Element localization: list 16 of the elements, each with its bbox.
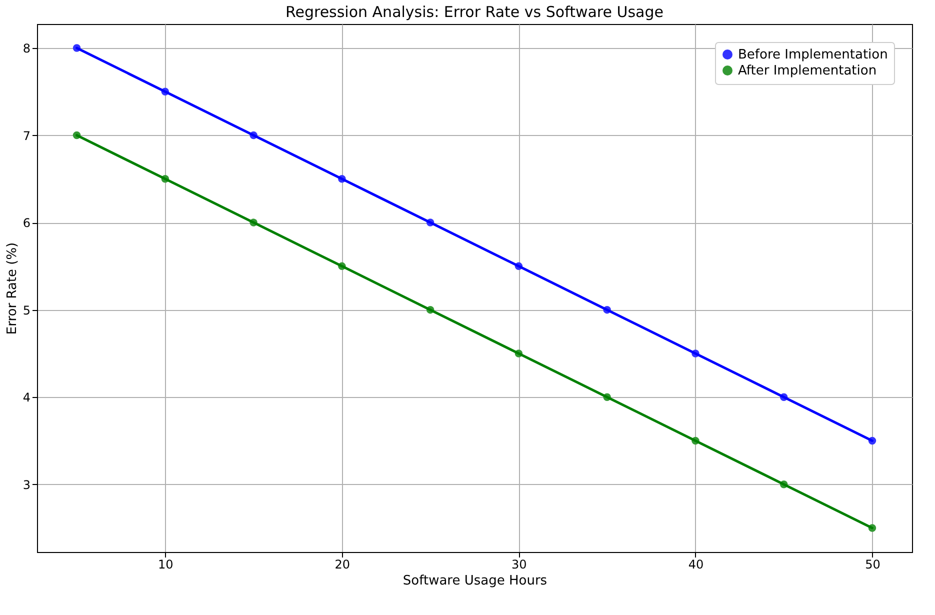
x-axis-title: Software Usage Hours (402, 574, 548, 588)
x-tick-label: 40 (688, 558, 704, 572)
legend-label: Before Implementation (738, 48, 888, 62)
chart-title: Regression Analysis: Error Rate vs Software Usage (285, 3, 664, 21)
y-tick-label: 7 (22, 128, 30, 143)
x-tick-label: 30 (512, 558, 527, 572)
y-axis-title: Error Rate (%) (4, 242, 20, 335)
y-tick-label: 5 (22, 303, 30, 318)
y-tick-label: 4 (22, 390, 30, 405)
x-tick-label: 10 (158, 558, 174, 572)
legend-label: After Implementation (738, 64, 877, 78)
y-tick-label: 3 (22, 478, 30, 492)
y-tick-label: 6 (22, 216, 30, 230)
x-tick-label: 20 (334, 558, 350, 572)
y-tick-label: 8 (22, 42, 30, 56)
x-tick-label: 50 (865, 558, 880, 572)
